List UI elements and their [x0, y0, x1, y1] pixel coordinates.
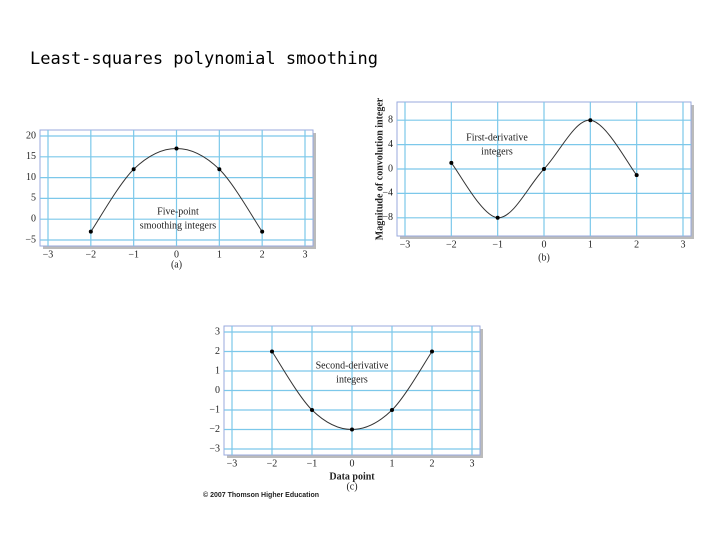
- y-tick-label: 0: [388, 163, 393, 174]
- y-tick-label: 15: [26, 151, 36, 162]
- x-tick-label: −1: [492, 239, 503, 250]
- y-tick-label: 10: [26, 172, 36, 183]
- x-tick-label: 2: [634, 239, 639, 250]
- annotation: integers: [481, 146, 513, 157]
- x-tick-label: 3: [470, 458, 475, 469]
- data-point: [310, 408, 314, 412]
- annotation: First-derivative: [466, 132, 528, 143]
- y-tick-label: 8: [388, 114, 393, 125]
- y-tick-label: 0: [215, 385, 220, 396]
- data-point: [390, 408, 394, 412]
- x-tick-label: −3: [227, 458, 238, 469]
- y-tick-label: −4: [382, 188, 393, 199]
- x-tick-label: −3: [43, 249, 54, 260]
- data-point: [270, 349, 274, 354]
- data-point: [588, 118, 593, 123]
- y-tick-label: −1: [209, 404, 220, 415]
- x-tick-label: 0: [542, 239, 547, 250]
- y-tick-label: 20: [26, 130, 36, 141]
- data-point: [260, 229, 265, 234]
- slide-title: Least-squares polynomial smoothing: [30, 49, 378, 69]
- caption: (b): [538, 252, 550, 263]
- data-point: [350, 427, 354, 432]
- data-point: [542, 167, 546, 171]
- y-tick-label: 0: [31, 213, 36, 224]
- y-tick-label: −3: [209, 443, 220, 454]
- x-tick-label: −1: [307, 458, 318, 469]
- annotation: smoothing integers: [140, 220, 216, 231]
- y-tick-label: −8: [382, 212, 393, 223]
- x-tick-label: 1: [390, 458, 395, 469]
- y-tick-label: 4: [388, 139, 393, 150]
- y-tick-label: 5: [31, 193, 36, 204]
- y-tick-label: 2: [215, 346, 220, 357]
- data-point: [430, 349, 434, 354]
- y-tick-label: 3: [215, 326, 220, 337]
- data-point: [217, 167, 222, 172]
- data-point: [634, 173, 639, 178]
- x-tick-label: 2: [260, 249, 265, 260]
- y-tick-label: 1: [215, 365, 220, 376]
- x-tick-label: 0: [174, 249, 179, 260]
- annotation: Five-point: [157, 206, 199, 217]
- y-tick-label: −2: [209, 424, 220, 435]
- x-tick-label: 1: [588, 239, 593, 250]
- data-point: [495, 215, 500, 220]
- annotation: Second-derivative: [316, 360, 389, 371]
- data-point: [131, 167, 136, 172]
- x-tick-label: 1: [217, 249, 222, 260]
- x-tick-label: −2: [86, 249, 97, 260]
- x-tick-label: −2: [267, 458, 278, 469]
- data-point: [174, 146, 179, 151]
- y-axis-label: Magnitude of convolution integer: [374, 97, 385, 240]
- y-tick-label: −5: [25, 234, 36, 245]
- data-point: [449, 160, 454, 165]
- x-tick-label: −3: [400, 239, 411, 250]
- x-axis-label: Data point: [329, 471, 375, 482]
- data-point: [88, 229, 93, 234]
- x-tick-label: −1: [128, 249, 139, 260]
- x-tick-label: 3: [303, 249, 308, 260]
- caption: (a): [171, 259, 182, 270]
- caption: (c): [346, 481, 357, 492]
- x-tick-label: 2: [430, 458, 435, 469]
- copyright: © 2007 Thomson Higher Education: [203, 491, 319, 499]
- x-tick-label: −2: [446, 239, 457, 250]
- x-tick-label: 0: [350, 458, 355, 469]
- annotation: integers: [336, 374, 368, 385]
- x-tick-label: 3: [681, 239, 686, 250]
